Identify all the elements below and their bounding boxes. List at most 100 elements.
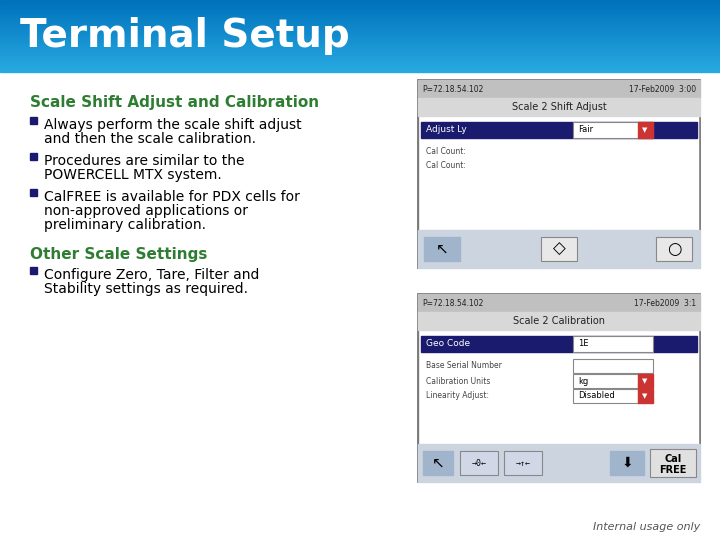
Bar xyxy=(0,20,720,22)
Text: Scale 2 Calibration: Scale 2 Calibration xyxy=(513,316,605,326)
Text: ⬇: ⬇ xyxy=(621,456,633,470)
Bar xyxy=(423,451,453,475)
Text: ○: ○ xyxy=(667,240,681,258)
Bar xyxy=(0,32,720,33)
Bar xyxy=(420,100,698,230)
Bar xyxy=(0,4,720,6)
Text: CalFREE is available for PDX cells for: CalFREE is available for PDX cells for xyxy=(44,190,300,204)
Bar xyxy=(0,36,720,37)
Text: ↖: ↖ xyxy=(436,241,449,256)
Bar xyxy=(418,294,700,482)
Bar xyxy=(0,64,720,66)
Bar xyxy=(0,31,720,32)
Text: Base Serial Number: Base Serial Number xyxy=(426,361,502,370)
Bar xyxy=(420,314,698,444)
Bar xyxy=(0,9,720,11)
Bar xyxy=(0,13,720,15)
Bar xyxy=(0,1,720,2)
Bar xyxy=(418,80,700,268)
Bar xyxy=(30,267,37,274)
Bar xyxy=(0,63,720,65)
Bar xyxy=(0,24,720,25)
Bar xyxy=(0,72,720,540)
Text: non-approved applications or: non-approved applications or xyxy=(44,204,248,218)
Bar xyxy=(0,3,720,5)
Bar xyxy=(421,336,697,352)
Bar xyxy=(0,40,720,42)
Bar xyxy=(0,52,720,54)
Bar xyxy=(30,189,37,196)
Bar xyxy=(610,451,644,475)
Bar xyxy=(0,16,720,18)
Bar xyxy=(0,51,720,53)
Bar xyxy=(0,10,720,12)
Text: Fair: Fair xyxy=(578,125,593,134)
Bar xyxy=(418,312,700,330)
Bar xyxy=(0,58,720,60)
Bar xyxy=(0,59,720,61)
Bar xyxy=(0,67,720,69)
Text: Cal: Cal xyxy=(665,454,682,464)
Bar xyxy=(0,15,720,17)
Bar xyxy=(573,336,653,352)
Bar xyxy=(650,449,696,477)
Bar xyxy=(418,444,700,482)
Text: Scale Shift Adjust and Calibration: Scale Shift Adjust and Calibration xyxy=(30,95,319,110)
Text: Adjust Ly: Adjust Ly xyxy=(426,125,467,134)
Bar xyxy=(0,43,720,44)
Bar xyxy=(638,389,653,403)
Bar xyxy=(0,26,720,28)
Bar xyxy=(0,65,720,67)
Text: Linearity Adjust:: Linearity Adjust: xyxy=(426,392,489,401)
Text: POWERCELL MTX system.: POWERCELL MTX system. xyxy=(44,168,222,182)
Bar xyxy=(0,46,720,48)
Bar xyxy=(0,35,720,36)
Bar xyxy=(0,49,720,50)
Bar xyxy=(0,45,720,47)
Bar xyxy=(0,2,720,4)
Bar xyxy=(0,28,720,30)
Bar xyxy=(0,21,720,23)
Text: Terminal Setup: Terminal Setup xyxy=(20,17,350,55)
Bar xyxy=(573,359,653,373)
Bar xyxy=(0,69,720,71)
Bar xyxy=(0,0,720,1)
Text: 17-Feb2009  3:00: 17-Feb2009 3:00 xyxy=(629,84,696,93)
Text: →↑←: →↑← xyxy=(516,458,531,468)
Bar xyxy=(0,5,720,7)
Text: 1E: 1E xyxy=(578,340,588,348)
Text: ▼: ▼ xyxy=(642,378,648,384)
Bar xyxy=(0,8,720,10)
Text: ◇: ◇ xyxy=(553,240,565,258)
Text: ↖: ↖ xyxy=(431,456,444,470)
Bar xyxy=(0,27,720,29)
Bar xyxy=(0,55,720,56)
Bar xyxy=(460,451,498,475)
Bar xyxy=(0,53,720,55)
Bar xyxy=(0,68,720,70)
Bar xyxy=(418,294,700,312)
Bar xyxy=(0,44,720,45)
Bar xyxy=(638,374,653,388)
Text: Internal usage only: Internal usage only xyxy=(593,522,700,532)
Text: Procedures are similar to the: Procedures are similar to the xyxy=(44,154,245,168)
Bar xyxy=(30,117,37,124)
Bar xyxy=(573,374,638,388)
Bar xyxy=(424,237,460,261)
Text: Disabled: Disabled xyxy=(578,392,615,401)
Bar xyxy=(0,6,720,9)
Bar xyxy=(421,122,697,138)
Text: Other Scale Settings: Other Scale Settings xyxy=(30,247,207,262)
Bar xyxy=(0,39,720,41)
Bar xyxy=(504,451,542,475)
Bar xyxy=(0,22,720,24)
Text: preliminary calibration.: preliminary calibration. xyxy=(44,218,206,232)
Text: →0←: →0← xyxy=(472,458,487,468)
Bar xyxy=(0,50,720,52)
Bar xyxy=(0,25,720,26)
Text: Cal Count:: Cal Count: xyxy=(426,147,466,157)
Text: P=72.18.54.102: P=72.18.54.102 xyxy=(422,84,483,93)
Bar xyxy=(0,48,720,49)
Text: P=72.18.54.102: P=72.18.54.102 xyxy=(422,299,483,307)
Bar xyxy=(573,389,638,403)
